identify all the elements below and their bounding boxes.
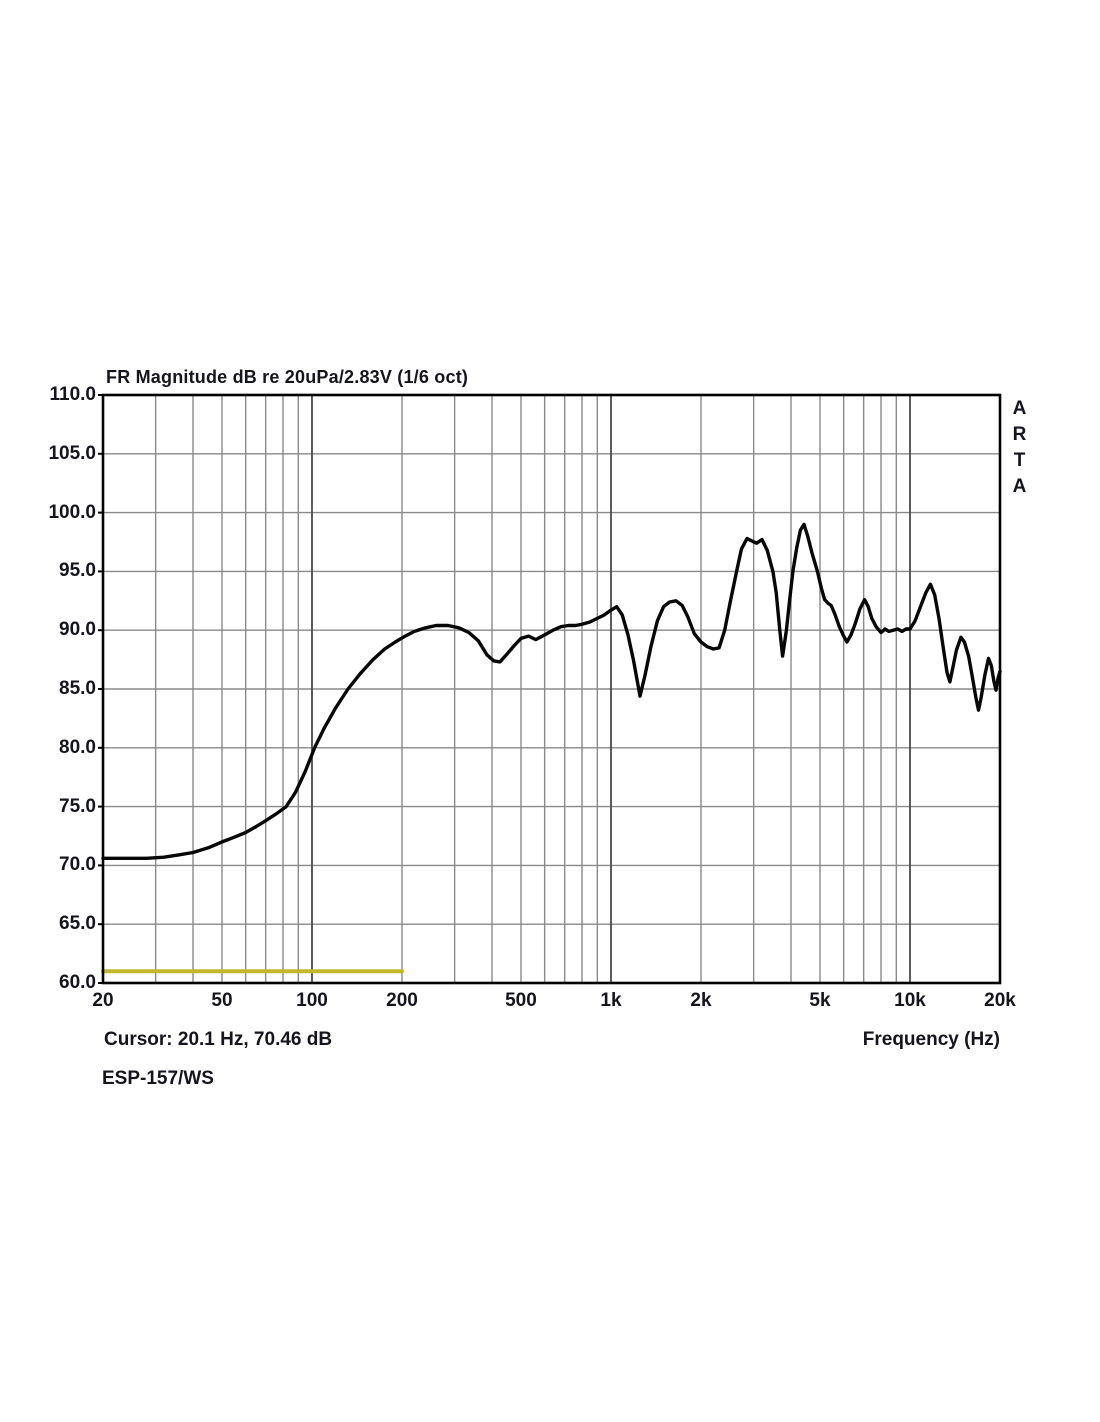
y-tick-label: 100.0 [48,501,96,523]
cursor-readout: Cursor: 20.1 Hz, 70.46 dB [104,1029,333,1050]
y-tick-label: 110.0 [49,384,97,405]
y-tick-label: 65.0 [59,913,96,935]
y-tick-label: 70.0 [59,854,96,876]
y-tick-label: 90.0 [59,619,96,641]
x-tick-label: 200 [386,990,418,1011]
fr-magnitude-trace [101,522,1002,860]
y-tick-label: 80.0 [59,736,96,758]
y-tick-label: 60.0 [59,972,96,993]
y-tick-label: 95.0 [59,560,96,582]
x-tick-label: 2k [690,990,712,1011]
y-tick-label: 105.0 [48,442,96,464]
y-tick-label: 85.0 [59,678,96,699]
x-tick-label: 1k [600,990,622,1011]
device-label: ESP-157/WS [102,1068,214,1089]
x-tick-label: 100 [296,990,328,1011]
x-tick-label: 5k [809,990,831,1011]
x-axis-title: Frequency (Hz) [862,1029,1000,1050]
x-tick-label: 10k [894,990,926,1011]
y-tick-label: 75.0 [59,795,96,817]
x-tick-label: 20k [984,990,1016,1011]
x-tick-label: 50 [211,990,233,1011]
chart-title: FR Magnitude dB re 20uPa/2.83V (1/6 oct) [106,367,469,387]
x-tick-label: 20 [92,990,114,1011]
arta-watermark: ARTA [1009,398,1030,502]
x-tick-label: 500 [505,990,537,1011]
